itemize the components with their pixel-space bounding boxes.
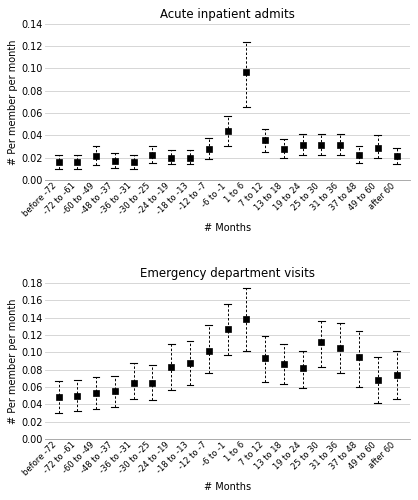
X-axis label: # Months: # Months: [204, 482, 251, 492]
X-axis label: # Months: # Months: [204, 222, 251, 232]
Title: Emergency department visits: Emergency department visits: [140, 268, 315, 280]
Y-axis label: # Per member per month: # Per member per month: [8, 298, 18, 424]
Y-axis label: # Per member per month: # Per member per month: [8, 39, 18, 164]
Title: Acute inpatient admits: Acute inpatient admits: [160, 8, 295, 22]
